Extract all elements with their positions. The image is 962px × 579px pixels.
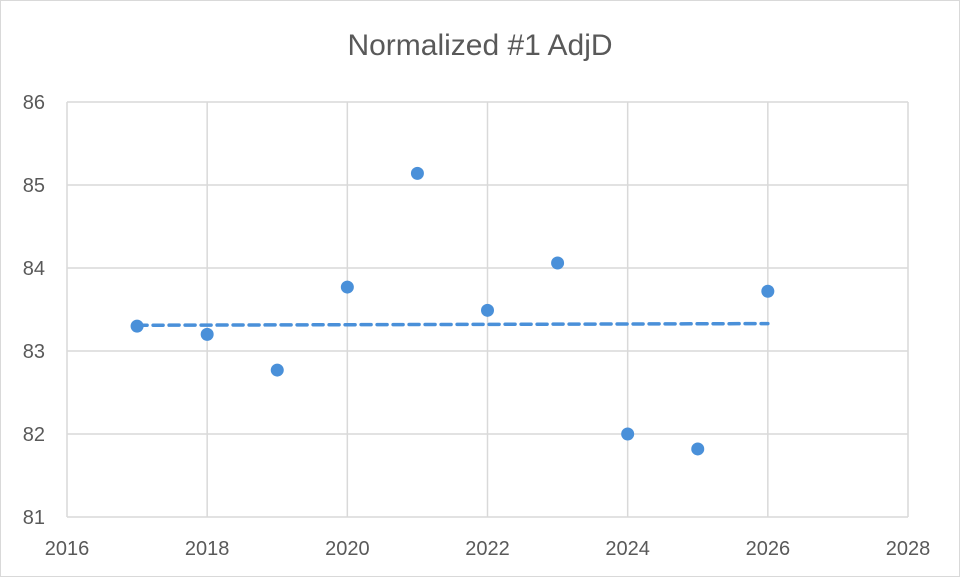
x-tick-label: 2026 — [746, 538, 791, 560]
data-point — [551, 256, 565, 270]
x-tick-label: 2018 — [185, 538, 230, 560]
x-tick-label: 2020 — [325, 538, 370, 560]
gridlines — [66, 101, 909, 518]
x-tick-label: 2016 — [45, 538, 90, 560]
x-tick-label: 2022 — [465, 538, 510, 560]
data-point — [130, 319, 144, 333]
data-point — [270, 363, 284, 377]
chart-title: Normalized #1 AdjD — [347, 29, 613, 62]
data-point — [621, 427, 635, 441]
data-points — [130, 166, 775, 456]
data-point — [761, 284, 775, 298]
data-point — [691, 442, 705, 456]
y-tick-label: 83 — [23, 341, 45, 363]
y-tick-label: 85 — [23, 175, 45, 197]
x-tick-label: 2028 — [886, 538, 931, 560]
y-tick-label: 86 — [23, 92, 45, 114]
x-tick-label: 2024 — [605, 538, 650, 560]
y-tick-labels: 81 82 83 84 85 86 — [23, 92, 45, 529]
data-point — [340, 280, 354, 294]
y-tick-label: 81 — [23, 507, 45, 529]
data-point — [481, 303, 494, 317]
y-tick-label: 84 — [23, 258, 45, 280]
x-tick-labels: 2016 2018 2020 2022 2024 2026 2028 — [45, 538, 931, 560]
data-point — [200, 327, 214, 341]
y-tick-label: 82 — [23, 424, 45, 446]
trendline-layer — [135, 321, 770, 328]
linear-trendline — [135, 321, 770, 328]
data-point — [410, 166, 424, 180]
